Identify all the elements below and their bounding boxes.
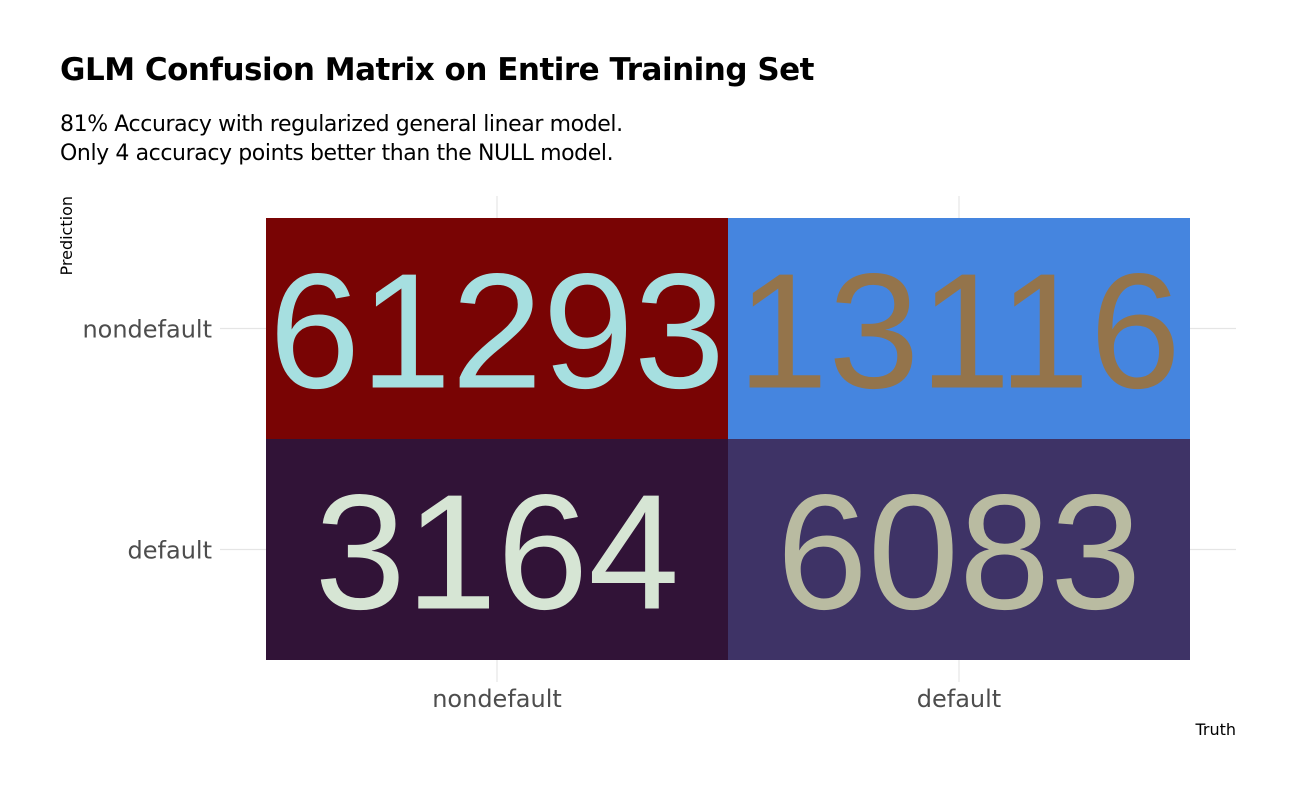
cell-value-default-nondefault: 3164: [315, 461, 680, 644]
subtitle-line-2: Only 4 accuracy points better than the N…: [60, 141, 614, 166]
cell-default-nondefault: [266, 439, 728, 660]
x-tick-label-default: default: [917, 685, 1001, 713]
cell-nondefault-nondefault: [266, 218, 728, 439]
axes: nondefault default nondefault default Truth P…: [57, 196, 1236, 739]
chart-subtitle: 81% Accuracy with regularized general li…: [60, 110, 623, 168]
cell-nondefault-default: [728, 218, 1190, 439]
chart-title: GLM Confusion Matrix on Entire Training …: [60, 52, 814, 88]
x-axis-title: Truth: [1194, 720, 1236, 739]
cell-value-nondefault-nondefault: 61293: [269, 240, 725, 423]
x-tick-label-nondefault: nondefault: [432, 685, 562, 713]
y-axis-title: Prediction: [57, 196, 76, 275]
cell-value-default-default: 6083: [777, 461, 1142, 644]
subtitle-line-1: 81% Accuracy with regularized general li…: [60, 112, 623, 137]
cell-default-default: [728, 439, 1190, 660]
y-tick-label-default: default: [128, 537, 212, 565]
heatmap-cells: 61293 13116 3164 6083: [266, 218, 1190, 660]
cell-value-nondefault-default: 13116: [737, 240, 1181, 423]
y-tick-label-nondefault: nondefault: [82, 316, 212, 344]
